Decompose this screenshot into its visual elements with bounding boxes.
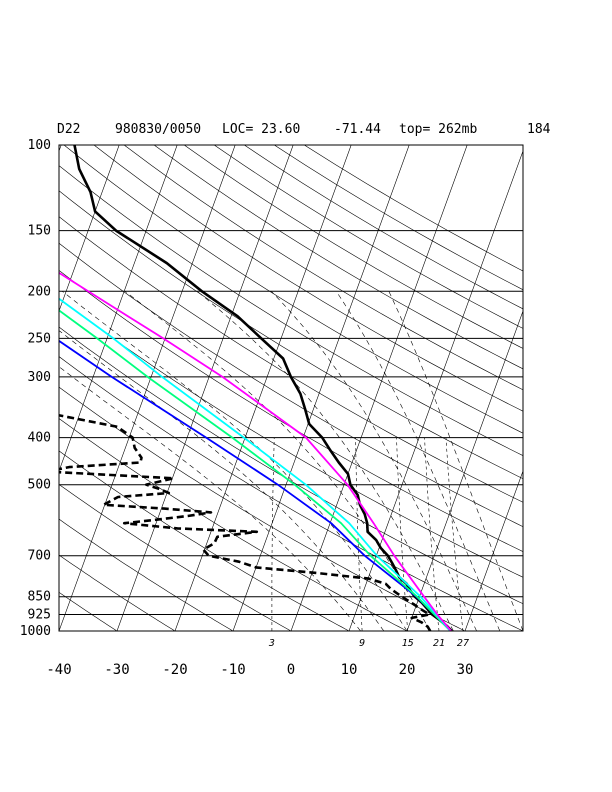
dry-adiabat bbox=[59, 326, 523, 605]
isotherm bbox=[174, 145, 352, 631]
pressure-label: 1000 bbox=[20, 624, 51, 639]
mixing-ratio-line bbox=[355, 437, 363, 631]
dry-adiabat bbox=[59, 450, 350, 631]
dry-adiabat bbox=[304, 145, 523, 272]
moist-adiabat bbox=[271, 291, 477, 631]
mixing-ratio-line bbox=[271, 437, 275, 631]
mixing-ratio-line bbox=[396, 437, 408, 631]
temperature-label: -30 bbox=[104, 662, 129, 678]
isotherm bbox=[59, 145, 120, 312]
isotherm bbox=[406, 310, 523, 631]
header-lon: -71.44 bbox=[334, 122, 381, 137]
mixing-ratio-line bbox=[424, 437, 440, 631]
dry-adiabat bbox=[59, 386, 466, 631]
pressure-label: 850 bbox=[28, 590, 51, 605]
pressure-label: 200 bbox=[28, 284, 51, 299]
pressure-label: 500 bbox=[28, 478, 51, 493]
temperature-label: 30 bbox=[457, 662, 474, 678]
dry-adiabat bbox=[59, 165, 523, 456]
plot-frame bbox=[58, 144, 524, 632]
pressure-label: 150 bbox=[28, 224, 51, 239]
series-line-4 bbox=[59, 297, 452, 631]
header-extra: 184 bbox=[527, 122, 551, 137]
dry-adiabat bbox=[59, 297, 523, 578]
moist-adiabat bbox=[59, 330, 385, 631]
dry-adiabat bbox=[123, 145, 523, 391]
isotherm bbox=[464, 470, 523, 631]
series-line-3 bbox=[59, 309, 452, 631]
pressure-label: 400 bbox=[28, 431, 51, 446]
isotherm bbox=[290, 145, 468, 631]
temperature-label: -20 bbox=[162, 662, 187, 678]
header-loc: LOC= 23.60 bbox=[222, 122, 300, 137]
header-top: top= 262mb bbox=[399, 122, 477, 137]
dry-adiabat bbox=[59, 242, 523, 527]
dry-adiabat bbox=[59, 484, 292, 631]
dry-adiabat bbox=[153, 145, 523, 370]
moist-adiabat bbox=[59, 366, 361, 631]
dry-adiabat bbox=[184, 145, 523, 349]
isotherm bbox=[116, 145, 294, 631]
series-line-5 bbox=[59, 271, 452, 631]
header-station: D22 bbox=[57, 122, 80, 137]
pressure-label: 700 bbox=[28, 549, 51, 564]
isotherm bbox=[59, 145, 236, 631]
header-datetime: 980830/0050 bbox=[115, 122, 201, 137]
moist-adiabat bbox=[197, 291, 454, 631]
dry-adiabat bbox=[59, 591, 118, 631]
chart-header: D22 980830/0050 LOC= 23.60 -71.44 top= 2… bbox=[57, 122, 551, 137]
dry-adiabat bbox=[59, 554, 176, 631]
series-line-1 bbox=[59, 414, 432, 631]
moist-adiabat bbox=[124, 291, 431, 631]
isotherm bbox=[59, 145, 178, 472]
mixing-ratio-label: 21 bbox=[433, 638, 445, 649]
dry-adiabat bbox=[59, 356, 523, 631]
mixing-ratio-label: 27 bbox=[457, 638, 469, 649]
mixing-ratio-line bbox=[445, 437, 464, 631]
temperature-label: -10 bbox=[220, 662, 245, 678]
dry-adiabat bbox=[59, 190, 523, 480]
temperature-label: -40 bbox=[46, 662, 71, 678]
mixing-ratio-label: 3 bbox=[268, 638, 275, 649]
moist-adiabat bbox=[62, 291, 408, 631]
dry-adiabat bbox=[59, 270, 523, 552]
isotherm bbox=[522, 630, 523, 631]
mixing-ratio-label: 15 bbox=[402, 638, 414, 649]
mixing-ratio-label: 9 bbox=[359, 638, 365, 649]
temperature-label: 10 bbox=[341, 662, 358, 678]
temperature-label: 20 bbox=[399, 662, 416, 678]
isotherm bbox=[348, 150, 523, 631]
pressure-label: 300 bbox=[28, 370, 51, 385]
dry-adiabat bbox=[93, 145, 523, 412]
temperature-label: 0 bbox=[287, 662, 295, 678]
dry-adiabat bbox=[59, 418, 408, 631]
dry-adiabat bbox=[63, 145, 523, 434]
pressure-label: 100 bbox=[28, 138, 51, 153]
dry-adiabat bbox=[59, 518, 234, 631]
moist-adiabat bbox=[335, 291, 501, 631]
isotherm bbox=[0, 145, 3, 631]
dry-adiabat bbox=[59, 216, 523, 503]
moist-adiabat bbox=[388, 291, 523, 631]
isotherm bbox=[232, 145, 410, 631]
pressure-label: 250 bbox=[28, 331, 51, 346]
pressure-label: 925 bbox=[28, 608, 51, 623]
